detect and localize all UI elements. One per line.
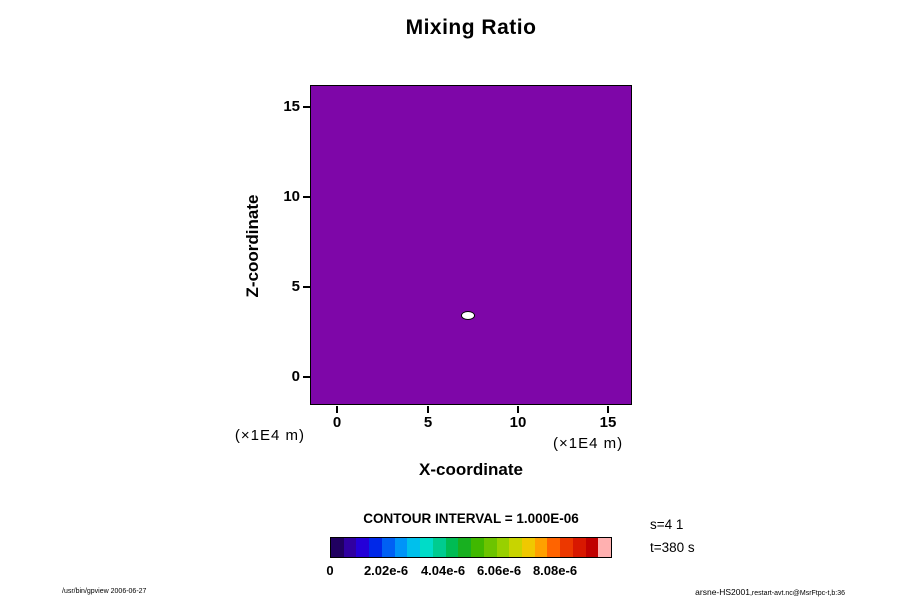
- colorbar-cell: [381, 538, 395, 557]
- x-tickmark: [336, 406, 338, 413]
- footer-run-stamp: arsne-HS2001,restart-avt.nc@MsrFtpc-t,b:…: [695, 587, 845, 597]
- plot-area: [310, 85, 632, 405]
- colorbar-tick-label: 6.06e-6: [476, 563, 522, 578]
- colorbar-cell: [534, 538, 548, 557]
- colorbar-cell: [483, 538, 497, 557]
- colorbar-cell: [598, 538, 612, 557]
- chart-title: Mixing Ratio: [405, 16, 537, 39]
- y-tickmark: [303, 106, 310, 108]
- colorbar-tick-label: 0: [326, 563, 334, 578]
- colorbar-cell: [407, 538, 421, 557]
- x-tick-label: 5: [423, 414, 433, 431]
- footer-run-detail: ,restart-avt.nc@MsrFtpc-t,b:36: [749, 590, 845, 597]
- colorbar-cell: [496, 538, 510, 557]
- x-tickmark: [517, 406, 519, 413]
- x-tick-label: 10: [509, 414, 527, 431]
- colorbar-cell: [331, 538, 344, 557]
- colorbar-cell: [356, 538, 370, 557]
- x-tickmark: [607, 406, 609, 413]
- x-tick-label: 0: [332, 414, 342, 431]
- colorbar-cell: [509, 538, 523, 557]
- colorbar-cell: [394, 538, 408, 557]
- colorbar-cell: [458, 538, 472, 557]
- y-tick-label: 10: [283, 188, 300, 205]
- colorbar-cell: [522, 538, 535, 557]
- colorbar-cell: [343, 538, 357, 557]
- colorbar-tick-label: 2.02e-6: [363, 563, 409, 578]
- colorbar-cell: [585, 538, 599, 557]
- colorbar-cell: [471, 538, 484, 557]
- y-tickmark: [303, 376, 310, 378]
- step-annotation: s=4 1: [650, 517, 684, 532]
- y-axis-label: Z-coordinate: [243, 194, 262, 298]
- colorbar-cell: [547, 538, 561, 557]
- time-annotation: t=380 s: [650, 540, 695, 555]
- colorbar: [330, 537, 612, 558]
- colorbar-tick-label: 8.08e-6: [532, 563, 578, 578]
- colorbar-cell: [572, 538, 586, 557]
- x-tickmark: [427, 406, 429, 413]
- colorbar-tick-label: 4.04e-6: [420, 563, 466, 578]
- y-tickmark: [303, 286, 310, 288]
- y-tickmark: [303, 196, 310, 198]
- x-axis-unit: (×1E4 m): [553, 435, 624, 452]
- colorbar-cell: [420, 538, 433, 557]
- y-tick-label: 0: [291, 368, 300, 385]
- y-axis-unit: (×1E4 m): [234, 427, 305, 444]
- contour-interval-caption: CONTOUR INTERVAL = 1.000E-06: [363, 511, 579, 526]
- y-tick-label: 5: [291, 278, 300, 295]
- colorbar-cell: [369, 538, 382, 557]
- colorbar-cell: [560, 538, 573, 557]
- x-tick-label: 15: [599, 414, 617, 431]
- footer-program-stamp: /usr/bin/gpview 2006-06-27: [62, 588, 147, 595]
- x-axis-label: X-coordinate: [419, 460, 523, 479]
- footer-run-name: arsne-HS2001: [695, 587, 750, 597]
- colorbar-cell: [445, 538, 459, 557]
- colorbar-cell: [432, 538, 446, 557]
- contour-feature-ellipse: [461, 310, 476, 320]
- y-tick-label: 15: [283, 98, 300, 115]
